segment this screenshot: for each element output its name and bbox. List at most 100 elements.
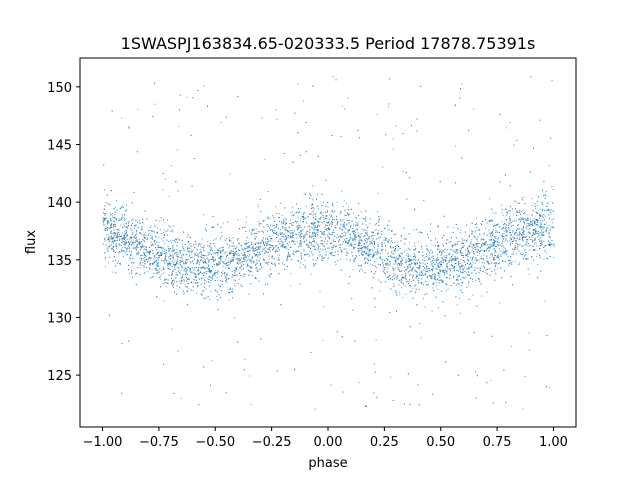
data-point: [105, 266, 106, 268]
data-point: [353, 247, 355, 249]
data-point: [514, 234, 515, 236]
data-point: [200, 293, 202, 295]
data-point: [529, 225, 531, 227]
data-point: [219, 285, 221, 287]
data-point: [540, 215, 542, 217]
data-point: [183, 293, 184, 295]
data-point: [460, 248, 462, 250]
data-point: [523, 252, 524, 254]
data-point: [436, 282, 438, 284]
data-point: [296, 241, 298, 243]
data-point: [476, 258, 477, 260]
data-point: [549, 230, 551, 232]
data-point: [144, 236, 146, 238]
data-point: [155, 244, 157, 245]
data-point: [221, 283, 223, 285]
data-point: [352, 309, 354, 311]
data-point: [314, 232, 315, 234]
data-point: [119, 234, 120, 236]
data-point: [352, 255, 354, 257]
data-point: [151, 263, 153, 265]
data-point: [326, 230, 328, 231]
data-point: [491, 244, 493, 246]
data-point: [348, 219, 350, 221]
data-point: [332, 232, 334, 233]
data-point: [471, 246, 473, 248]
data-point: [130, 238, 132, 240]
data-point: [348, 213, 350, 215]
data-point: [455, 224, 457, 225]
data-point: [141, 241, 143, 243]
data-point: [121, 117, 123, 119]
data-point: [376, 258, 378, 260]
data-point: [142, 258, 144, 260]
data-point: [204, 282, 205, 284]
data-points: [102, 76, 555, 410]
data-point: [340, 219, 341, 221]
data-point: [497, 268, 499, 270]
data-point: [285, 236, 287, 238]
data-point: [463, 245, 465, 247]
data-point: [431, 252, 433, 254]
data-point: [416, 261, 418, 263]
data-point: [412, 267, 414, 268]
data-point: [422, 262, 424, 264]
data-point: [270, 229, 271, 231]
data-point: [479, 253, 480, 255]
data-point: [192, 245, 194, 247]
data-point: [372, 243, 373, 245]
data-point: [165, 286, 167, 288]
data-point: [300, 216, 302, 218]
data-point: [176, 281, 178, 283]
data-point: [506, 212, 508, 214]
data-point: [116, 234, 118, 236]
data-point: [194, 253, 196, 255]
data-point: [188, 244, 190, 246]
data-point: [500, 251, 502, 252]
data-point: [364, 235, 366, 237]
data-point: [457, 241, 459, 243]
data-point: [154, 256, 156, 258]
data-point: [228, 257, 230, 259]
data-point: [117, 231, 119, 233]
data-point: [228, 237, 230, 239]
data-point: [482, 243, 484, 245]
data-point: [518, 224, 519, 226]
data-point: [410, 274, 412, 275]
data-point: [168, 195, 170, 197]
data-point: [370, 259, 372, 261]
data-point: [387, 241, 389, 243]
data-point: [331, 222, 333, 224]
data-point: [239, 262, 241, 264]
data-point: [521, 234, 522, 236]
data-point: [358, 248, 360, 250]
data-point: [279, 238, 281, 240]
data-point: [402, 259, 403, 261]
data-point: [442, 270, 444, 272]
data-point: [216, 264, 218, 266]
data-point: [300, 218, 302, 220]
data-point: [541, 240, 543, 241]
data-point: [191, 261, 193, 263]
data-point: [332, 205, 334, 207]
data-point: [542, 215, 544, 217]
data-point: [395, 125, 397, 127]
data-point: [357, 224, 359, 226]
data-point: [528, 273, 530, 275]
data-point: [480, 222, 482, 224]
data-point: [190, 289, 192, 291]
data-point: [399, 265, 401, 267]
data-point: [116, 240, 118, 242]
data-point: [328, 229, 330, 231]
data-point: [542, 234, 544, 235]
data-point: [106, 223, 108, 225]
data-point: [273, 216, 275, 218]
data-point: [300, 220, 302, 222]
data-point: [547, 258, 548, 260]
data-point: [478, 259, 480, 261]
data-point: [415, 277, 417, 279]
data-point: [322, 257, 324, 259]
data-point: [423, 274, 424, 276]
data-point: [421, 274, 423, 276]
data-point: [242, 261, 244, 262]
